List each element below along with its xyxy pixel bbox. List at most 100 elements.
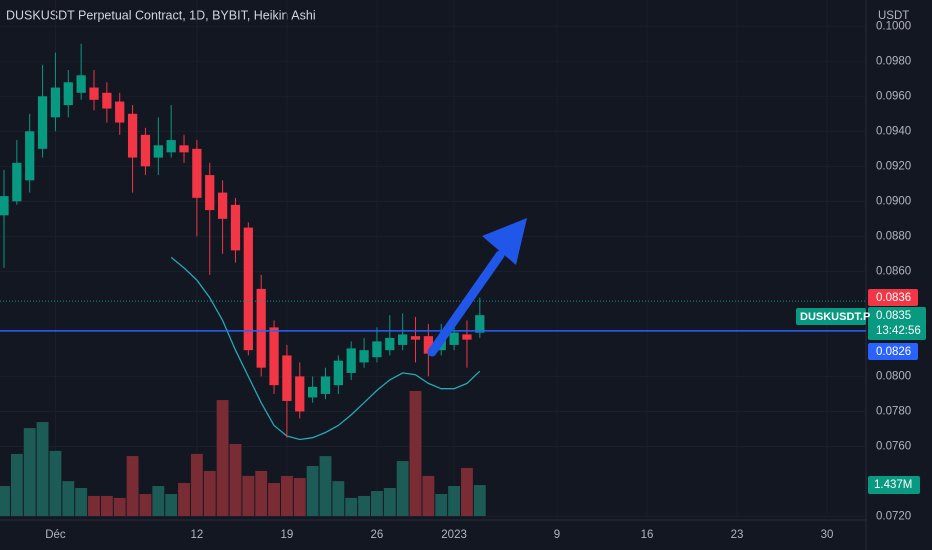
- candle-body: [385, 337, 395, 351]
- volume-bar: [448, 486, 461, 516]
- volume-bar: [216, 400, 229, 516]
- candle-body: [192, 148, 202, 198]
- x-tick-label: 12: [190, 529, 203, 541]
- y-tick-label: 0.0860: [876, 265, 911, 277]
- arrow-shaft: [427, 250, 505, 357]
- volume-bar: [473, 485, 486, 516]
- volume-bar: [255, 470, 268, 516]
- candle-body: [295, 376, 305, 412]
- volume-bar: [203, 470, 216, 516]
- volume-bar: [280, 475, 293, 516]
- candle-body: [179, 145, 189, 153]
- candle-body: [166, 140, 176, 153]
- y-tick-label: 0.0960: [876, 90, 911, 102]
- volume-bar: [100, 495, 113, 516]
- y-tick-label: 0.0720: [876, 511, 911, 523]
- y-tick-label: 0.0800: [876, 370, 911, 382]
- y-tick-label: 0.0760: [876, 440, 911, 452]
- volume-bar: [10, 453, 23, 516]
- candle-body: [462, 334, 472, 340]
- price-label-box: [868, 307, 926, 340]
- volume-bar: [49, 450, 62, 516]
- candle-body: [12, 162, 22, 202]
- currency: USDT: [878, 10, 909, 22]
- arrow-head: [482, 218, 527, 265]
- volume-bar: [229, 444, 242, 516]
- candle-body: [346, 348, 356, 373]
- volume-bar: [396, 461, 409, 516]
- y-tick-label: 0.0940: [876, 125, 911, 137]
- volume-bar: [268, 483, 280, 516]
- candle-body: [63, 82, 73, 106]
- volume-bar: [152, 486, 165, 516]
- volume-bar: [190, 453, 203, 516]
- volume-bar: [178, 483, 190, 516]
- candle-body: [76, 75, 86, 93]
- y-tick-label: 0.1000: [876, 20, 911, 32]
- candle-body: [320, 376, 331, 394]
- candle-body: [423, 336, 433, 354]
- x-tick-label: 9: [554, 529, 560, 541]
- volume-bar: [139, 494, 152, 516]
- volume-bar: [345, 497, 358, 516]
- candle-body: [115, 101, 125, 123]
- candle-body: [230, 204, 241, 251]
- price-label: 0.0836: [876, 292, 911, 304]
- x-tick-label: Déc: [45, 529, 66, 541]
- candle-body: [410, 336, 421, 340]
- y-tick-label: 0.0980: [876, 55, 911, 67]
- candle-body: [127, 113, 138, 158]
- volume-bar: [435, 494, 448, 516]
- volume-bar: [293, 478, 306, 516]
- candle-body: [282, 355, 292, 401]
- candle-body: [217, 192, 228, 219]
- candle-body: [140, 134, 151, 167]
- x-tick-label: 23: [731, 529, 744, 541]
- price-label-box: [868, 343, 918, 360]
- chart-title: DUSKUSDT Perpetual Contract, 1D, BYBIT, …: [6, 8, 316, 22]
- candle-body: [0, 196, 9, 216]
- candle-body: [102, 92, 112, 109]
- plot: [0, 43, 866, 516]
- volume-bar: [370, 491, 383, 516]
- candle-body: [359, 350, 369, 363]
- volume-bar: [358, 495, 370, 516]
- volume-bar: [242, 475, 255, 516]
- price-label: 0.0835: [876, 310, 911, 322]
- x-tick-label: 26: [371, 529, 384, 541]
- candle-body: [89, 87, 99, 100]
- volume-bar: [422, 475, 435, 516]
- volume-label-box: [868, 476, 920, 495]
- volume-bar: [319, 456, 332, 516]
- volume-bar: [306, 466, 319, 516]
- candle-body: [243, 227, 253, 351]
- volume-bar: [126, 456, 139, 516]
- volume-bar: [36, 422, 49, 516]
- candle-body: [37, 96, 48, 149]
- candle-body: [449, 332, 459, 345]
- volume-bar: [409, 391, 422, 516]
- y-tick-label: 0.0920: [876, 160, 911, 172]
- volume-bar: [461, 467, 473, 516]
- volume-bar: [383, 487, 396, 516]
- volume-bar: [0, 486, 10, 516]
- price-label: 0.0826: [876, 346, 911, 358]
- y-tick-label: 0.0900: [876, 195, 911, 207]
- x-tick-label: 19: [281, 529, 294, 541]
- symbol-tag-box: [796, 308, 866, 325]
- candle-body: [475, 315, 485, 333]
- countdown: 13:42:56: [876, 325, 921, 337]
- moving-average: [170, 256, 481, 441]
- candle-body: [372, 341, 382, 358]
- candle-body: [256, 288, 266, 368]
- y-tick-label: 0.0880: [876, 230, 911, 242]
- candle-body: [25, 131, 35, 181]
- price-label-box: [868, 289, 918, 306]
- volume-bar: [332, 481, 345, 516]
- volume-bar: [165, 494, 178, 516]
- candle-body: [307, 386, 318, 398]
- x-tick-label: 30: [821, 529, 834, 541]
- candle-body: [333, 360, 343, 386]
- volume-bar: [62, 481, 75, 516]
